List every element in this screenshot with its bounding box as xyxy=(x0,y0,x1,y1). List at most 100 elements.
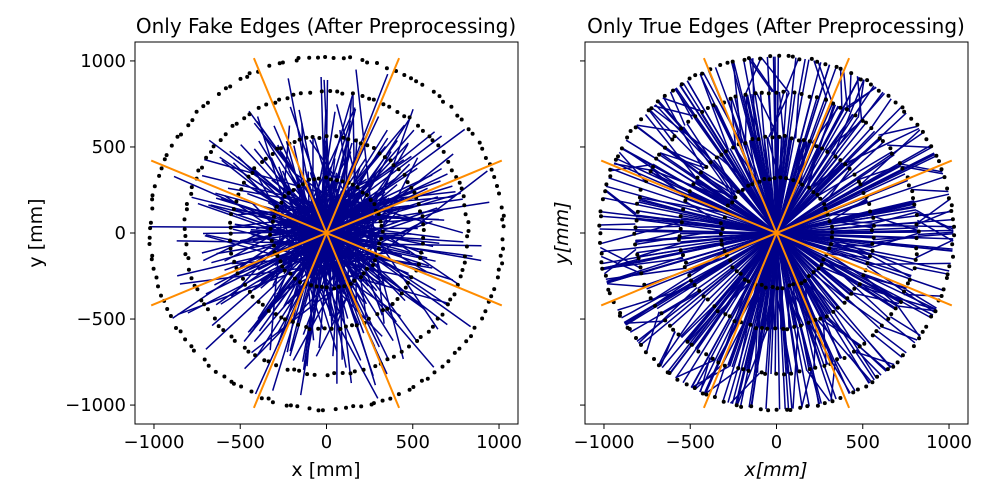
hit-point xyxy=(749,323,753,327)
hit-point xyxy=(715,156,719,160)
hit-point xyxy=(170,144,174,148)
hit-point xyxy=(367,97,371,101)
hit-point xyxy=(362,271,366,275)
hit-point xyxy=(696,350,700,354)
hit-point xyxy=(820,147,824,151)
hit-point xyxy=(153,184,157,188)
hit-point xyxy=(296,323,300,327)
hit-point xyxy=(341,371,345,375)
hit-point xyxy=(403,173,407,177)
hit-point xyxy=(950,203,954,207)
hit-point xyxy=(268,233,272,237)
hit-point xyxy=(781,90,785,94)
hit-point xyxy=(428,134,432,138)
hit-point xyxy=(733,319,737,323)
hit-point xyxy=(671,89,675,93)
hit-point xyxy=(749,404,753,408)
hit-point xyxy=(746,184,750,188)
hit-point xyxy=(349,371,353,375)
x-tick-label: −1000 xyxy=(124,432,185,453)
hit-point xyxy=(392,355,396,359)
hit-point xyxy=(279,316,283,320)
hit-point xyxy=(404,286,408,290)
hit-point xyxy=(600,252,604,256)
hit-point xyxy=(915,252,919,256)
hit-point xyxy=(179,329,183,333)
hit-point xyxy=(201,104,205,108)
hit-point xyxy=(235,122,239,126)
hit-point xyxy=(335,178,339,182)
hit-point xyxy=(815,193,819,197)
hit-point xyxy=(712,103,716,107)
hit-point xyxy=(500,218,504,222)
hit-point xyxy=(219,138,223,142)
hit-point xyxy=(392,163,396,167)
hit-point xyxy=(638,196,642,200)
hit-point xyxy=(352,279,356,283)
hit-point xyxy=(907,183,911,187)
hit-point xyxy=(355,323,359,327)
hit-point xyxy=(950,242,954,246)
hit-point xyxy=(313,373,317,377)
hit-point xyxy=(683,199,687,203)
hit-point xyxy=(267,64,271,68)
hit-point xyxy=(387,105,391,109)
hit-point xyxy=(862,191,866,195)
hit-point xyxy=(414,79,418,83)
hit-point xyxy=(791,55,795,59)
hit-point xyxy=(241,277,245,281)
hit-point xyxy=(678,234,682,238)
hit-point xyxy=(433,370,437,374)
hit-point xyxy=(417,262,421,266)
hit-point xyxy=(338,327,342,331)
hit-point xyxy=(361,94,365,98)
hit-point xyxy=(754,91,758,95)
hit-point xyxy=(835,357,839,361)
hit-point xyxy=(176,135,180,139)
hit-point xyxy=(763,372,767,376)
hit-point xyxy=(291,93,295,97)
hit-point xyxy=(272,244,276,248)
hit-point xyxy=(597,224,601,228)
hit-point xyxy=(446,160,450,164)
edge-line xyxy=(911,190,948,192)
hit-point xyxy=(212,144,216,148)
hit-point xyxy=(267,397,271,401)
hit-point xyxy=(633,243,637,247)
hit-point xyxy=(274,312,278,316)
hit-point xyxy=(773,176,777,180)
hit-point xyxy=(679,227,683,231)
hit-point xyxy=(426,377,430,381)
hit-point xyxy=(696,176,700,180)
hit-point xyxy=(411,385,415,389)
x-tick-label: 0 xyxy=(771,432,782,453)
hit-point xyxy=(828,219,832,223)
hit-point xyxy=(446,359,450,363)
panel-true-edges: Only True Edges (After Preprocessing) −1… xyxy=(551,14,972,481)
hit-point xyxy=(670,138,674,142)
hit-point xyxy=(391,302,395,306)
hit-point xyxy=(308,91,312,95)
hit-point xyxy=(747,279,751,283)
hit-point xyxy=(807,321,811,325)
hit-point xyxy=(767,91,771,95)
hit-point xyxy=(497,192,501,196)
hit-point xyxy=(750,137,754,141)
hit-point xyxy=(351,183,355,187)
hit-point xyxy=(723,249,727,253)
hit-point xyxy=(599,260,603,264)
hit-point xyxy=(668,324,672,328)
hit-point xyxy=(760,91,764,95)
hit-point xyxy=(829,242,833,246)
hit-point xyxy=(706,298,710,302)
edge-line xyxy=(635,226,680,227)
hit-point xyxy=(843,162,847,166)
hit-point xyxy=(688,77,692,81)
hit-point xyxy=(383,155,387,159)
hit-point xyxy=(915,213,919,217)
hit-point xyxy=(217,92,221,96)
hit-point xyxy=(388,397,392,401)
hit-point xyxy=(489,294,493,298)
hit-point xyxy=(359,404,363,408)
hit-point xyxy=(688,189,692,193)
